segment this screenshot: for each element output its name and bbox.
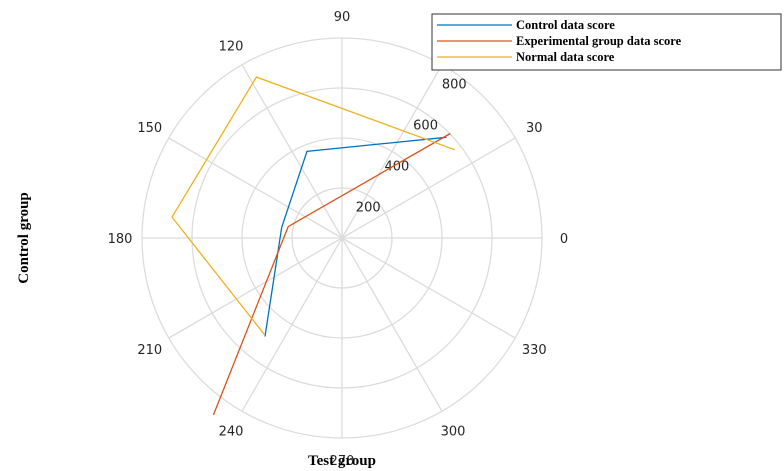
theta-tick-150: 150 [137,121,162,136]
polar-grid [141,37,543,439]
grid-spoke-240 [241,237,343,412]
theta-tick-270: 270 [330,454,355,469]
legend-box [431,13,782,71]
r-tick-200: 200 [356,200,381,215]
theta-tick-300: 300 [441,424,466,439]
grid-spoke-60 [341,64,443,239]
x-axis-label: Test group [308,453,376,469]
legend-label-0: Control data score [516,18,615,32]
series-line-0 [264,136,447,337]
theta-tick-210: 210 [137,343,162,358]
theta-tick-240: 240 [219,424,244,439]
legend-label-1: Experimental group data score [516,34,682,48]
radial-tick-labels: 200 400 600 800 [356,77,467,215]
r-tick-800: 800 [442,77,467,92]
series-line-1 [212,132,451,416]
theta-tick-labels: 0306090120150180210240270300330 [108,10,569,469]
r-tick-600: 600 [413,118,438,133]
theta-tick-0: 0 [560,232,568,247]
grid-spoke-120 [241,64,343,239]
theta-tick-330: 330 [522,343,547,358]
theta-tick-90: 90 [334,10,351,25]
legend-label-2: Normal data score [516,50,615,64]
r-tick-400: 400 [384,159,409,174]
series-line-2 [171,76,456,335]
grid-spoke-30 [341,137,516,239]
grid-spoke-210 [168,237,343,339]
legend: Control data score Experimental group dat… [431,13,782,71]
theta-tick-180: 180 [108,232,133,247]
y-axis-label: Control group [16,192,32,284]
grid-spoke-330 [341,237,516,339]
theta-tick-120: 120 [219,40,244,55]
grid-spoke-150 [168,137,343,239]
theta-tick-30: 30 [526,121,543,136]
data-series [171,76,456,416]
grid-spoke-300 [341,237,443,412]
